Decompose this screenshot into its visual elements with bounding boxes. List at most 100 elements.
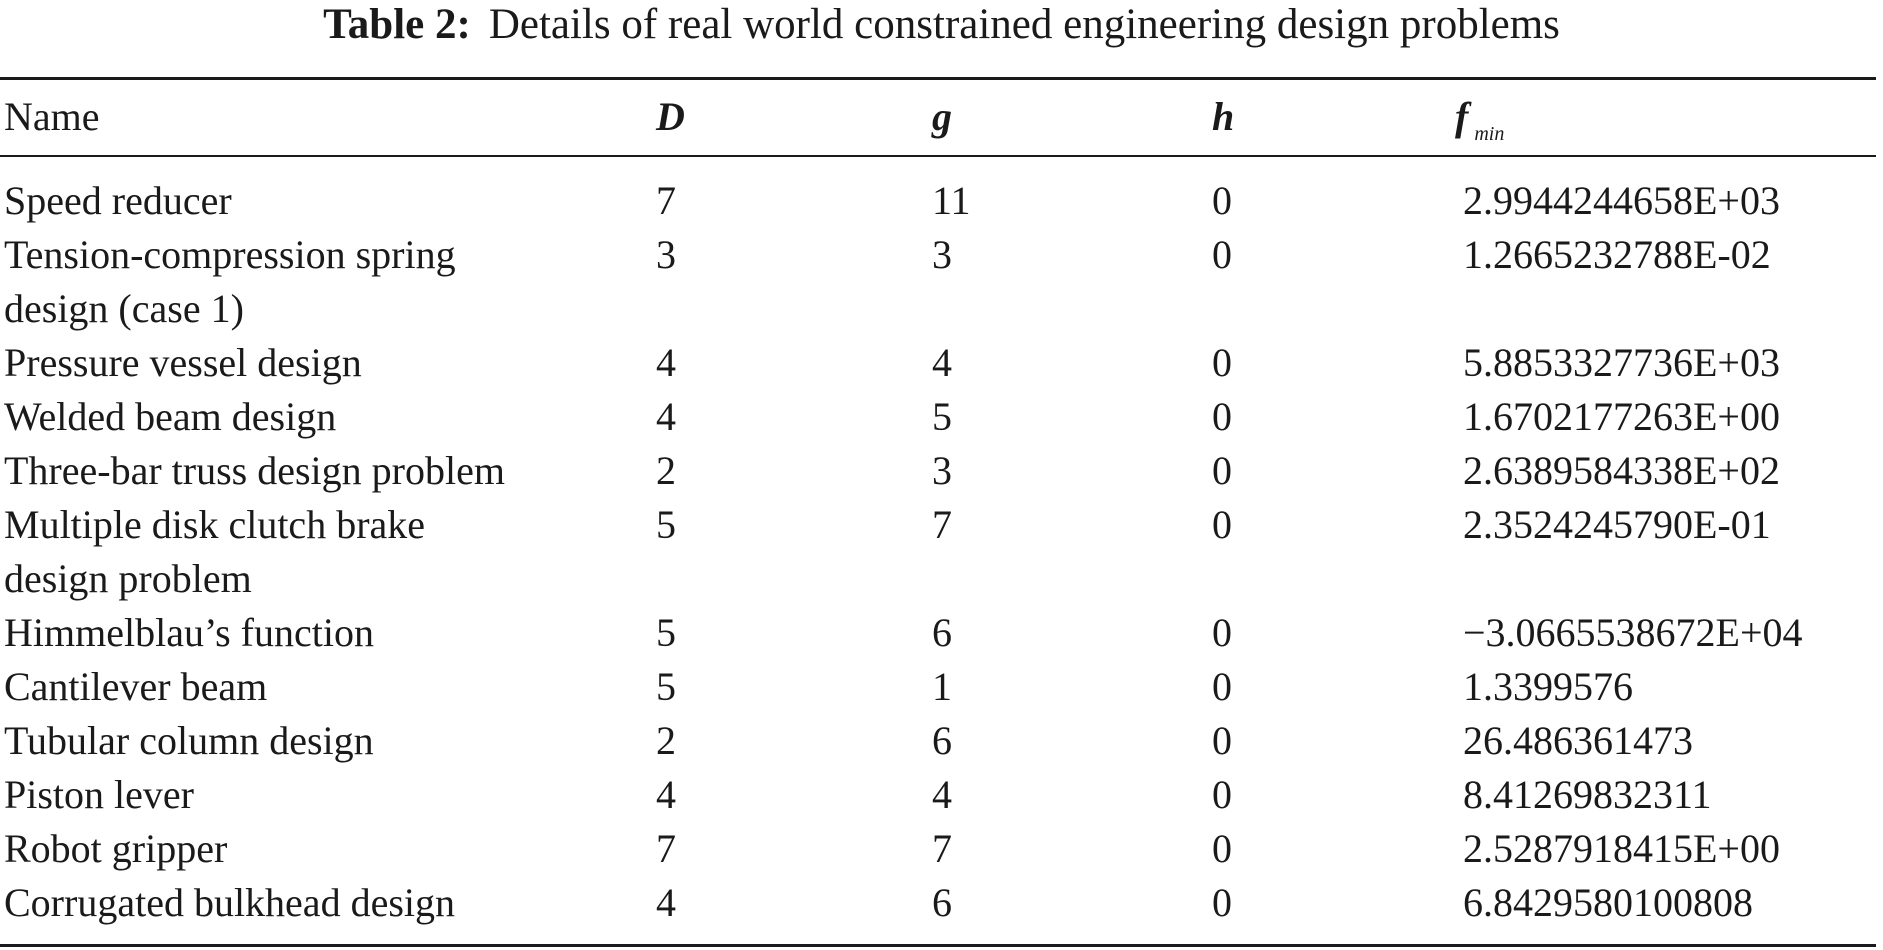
cell-d: 4: [656, 772, 676, 817]
cell-g: 5: [932, 394, 952, 439]
table-header-rule: [0, 155, 1876, 157]
cell-name-line: design (case 1): [4, 286, 244, 331]
table-row: Himmelblau’s function 5 6 0 −3.0665538672E+0…: [0, 606, 1876, 660]
cell-name: Robot gripper: [4, 822, 614, 876]
cell-f-min: 2.6389584338E+02: [1463, 448, 1780, 493]
cell-name: Three-bar truss design problem: [4, 444, 614, 498]
cell-name-line: Robot gripper: [4, 826, 228, 871]
table-top-rule: [0, 77, 1876, 80]
cell-d: 4: [656, 394, 676, 439]
header-f-subscript: min: [1474, 123, 1505, 145]
cell-d: 3: [656, 232, 676, 277]
cell-name-line: Tension-compression spring: [4, 232, 456, 277]
cell-f-min: 5.8853327736E+03: [1463, 340, 1780, 385]
table-row: Cantilever beam 5 1 0 1.3399576: [0, 660, 1876, 714]
cell-h: 0: [1212, 448, 1232, 493]
cell-name: Cantilever beam: [4, 660, 614, 714]
cell-g: 1: [932, 664, 952, 709]
cell-d: 7: [656, 826, 676, 871]
cell-name-line: Tubular column design: [4, 718, 374, 763]
cell-name-line: Piston lever: [4, 772, 194, 817]
cell-name-line: Three-bar truss design problem: [4, 448, 505, 493]
cell-name: Multiple disk clutch brake design problem: [4, 498, 614, 606]
caption-text: Details of real world constrained engine…: [488, 1, 1560, 48]
cell-d: 5: [656, 502, 676, 547]
table-row: Robot gripper 7 7 0 2.5287918415E+00: [0, 822, 1876, 876]
cell-name: Welded beam design: [4, 390, 614, 444]
cell-d: 5: [656, 664, 676, 709]
table-row: Corrugated bulkhead design 4 6 0 6.842958010…: [0, 876, 1876, 930]
header-f: f: [1455, 94, 1469, 139]
cell-d: 4: [656, 340, 676, 385]
cell-h: 0: [1212, 232, 1232, 277]
cell-g: 3: [932, 232, 952, 277]
header-g: g: [932, 94, 952, 139]
cell-h: 0: [1212, 664, 1232, 709]
table-body: Speed reducer 7 11 0 2.9944244658E+03 Tension…: [0, 174, 1876, 930]
header-name: Name: [4, 94, 100, 139]
header-h: h: [1212, 94, 1235, 139]
cell-name-line: Welded beam design: [4, 394, 337, 439]
cell-f-min: 2.5287918415E+00: [1463, 826, 1780, 871]
cell-g: 6: [932, 718, 952, 763]
cell-name-line: Multiple disk clutch brake: [4, 502, 426, 547]
cell-name-line: Pressure vessel design: [4, 340, 362, 385]
cell-h: 0: [1212, 718, 1232, 763]
cell-name: Tension-compression spring design (case 1…: [4, 228, 614, 336]
cell-name-line: Corrugated bulkhead design: [4, 880, 455, 925]
cell-h: 0: [1212, 880, 1232, 925]
cell-f-min: 26.486361473: [1463, 718, 1693, 763]
cell-d: 2: [656, 718, 676, 763]
cell-h: 0: [1212, 826, 1232, 871]
cell-f-min: −3.0665538672E+04: [1463, 610, 1803, 655]
cell-f-min: 1.6702177263E+00: [1463, 394, 1780, 439]
cell-h: 0: [1212, 502, 1232, 547]
cell-g: 3: [932, 448, 952, 493]
table-row: Piston lever 4 4 0 8.41269832311: [0, 768, 1876, 822]
cell-g: 7: [932, 502, 952, 547]
cell-g: 6: [932, 880, 952, 925]
cell-f-min: 6.8429580100808: [1463, 880, 1753, 925]
cell-f-min: 1.3399576: [1463, 664, 1633, 709]
cell-name: Speed reducer: [4, 174, 614, 228]
cell-g: 4: [932, 340, 952, 385]
cell-g: 7: [932, 826, 952, 871]
cell-h: 0: [1212, 772, 1232, 817]
header-f-min: f min: [1455, 90, 1504, 161]
table-row: Speed reducer 7 11 0 2.9944244658E+03: [0, 174, 1876, 228]
cell-name-line: Speed reducer: [4, 178, 232, 223]
cell-name: Himmelblau’s function: [4, 606, 614, 660]
table-row: Welded beam design 4 5 0 1.6702177263E+00: [0, 390, 1876, 444]
cell-h: 0: [1212, 394, 1232, 439]
cell-g: 4: [932, 772, 952, 817]
cell-f-min: 2.9944244658E+03: [1463, 178, 1780, 223]
table-caption: Table 2: Details of real world constraine…: [0, 0, 1883, 54]
header-d: D: [656, 94, 685, 139]
cell-h: 0: [1212, 340, 1232, 385]
cell-d: 2: [656, 448, 676, 493]
cell-d: 7: [656, 178, 676, 223]
cell-name-line: Cantilever beam: [4, 664, 268, 709]
cell-d: 4: [656, 880, 676, 925]
cell-name: Piston lever: [4, 768, 614, 822]
table-bottom-rule: [0, 944, 1876, 947]
cell-g: 11: [932, 178, 971, 223]
cell-f-min: 1.2665232788E-02: [1463, 232, 1771, 277]
table-header-row: Name D g h f min: [0, 86, 1876, 148]
caption-label: Table 2:: [323, 1, 471, 48]
cell-f-min: 2.3524245790E-01: [1463, 502, 1771, 547]
cell-name: Tubular column design: [4, 714, 614, 768]
cell-name-line: design problem: [4, 556, 252, 601]
table-row: Pressure vessel design 4 4 0 5.8853327736E+0…: [0, 336, 1876, 390]
cell-name: Pressure vessel design: [4, 336, 614, 390]
cell-name: Corrugated bulkhead design: [4, 876, 614, 930]
table-row: Tension-compression spring design (case 1…: [0, 228, 1876, 336]
table-row: Tubular column design 2 6 0 26.486361473: [0, 714, 1876, 768]
cell-d: 5: [656, 610, 676, 655]
cell-h: 0: [1212, 178, 1232, 223]
cell-g: 6: [932, 610, 952, 655]
table-row: Three-bar truss design problem 2 3 0 2.63895…: [0, 444, 1876, 498]
cell-f-min: 8.41269832311: [1463, 772, 1712, 817]
table-row: Multiple disk clutch brake design problem…: [0, 498, 1876, 606]
cell-h: 0: [1212, 610, 1232, 655]
